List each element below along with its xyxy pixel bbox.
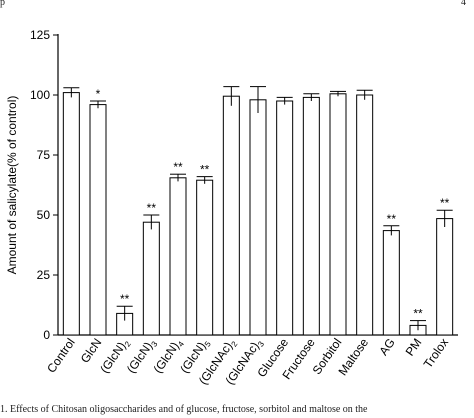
bar (329, 93, 347, 336)
significance-marker: ** (200, 163, 210, 177)
bar (302, 96, 320, 336)
y-tick-label: 0 (43, 328, 50, 342)
significance-marker: * (96, 87, 101, 101)
significance-marker: ** (440, 196, 450, 210)
y-tick-label: 75 (37, 148, 51, 162)
bar (356, 94, 374, 336)
page-number: 4 (461, 0, 466, 8)
significance-marker: ** (120, 292, 130, 306)
y-tick-label: 100 (30, 88, 50, 102)
y-tick-label: 50 (37, 208, 51, 222)
significance-marker: ** (173, 160, 183, 174)
significance-marker: ** (413, 307, 423, 321)
x-tick-label: PM (403, 336, 425, 359)
x-tick-label: GlcN (78, 336, 105, 366)
bar (382, 230, 400, 336)
x-tick-label: AG (376, 336, 397, 358)
x-tick-label: Trolox (421, 336, 451, 371)
header-fragment: p (0, 0, 5, 8)
bar (142, 221, 160, 336)
significance-marker: ** (147, 201, 157, 215)
bar (169, 177, 187, 336)
bar (89, 104, 107, 336)
bar (436, 218, 454, 336)
y-axis-title: Amount of salicylate(% of control) (5, 96, 19, 275)
salicylate-bar-chart: 0 25 50 75 100 125 Amount of salicylate(% of c… (5, 28, 458, 387)
bar (196, 179, 214, 336)
y-tick-label: 125 (30, 28, 50, 42)
bar (276, 100, 294, 336)
y-tick-label: 25 (37, 268, 51, 282)
figure-caption-fragment: 1. Effects of Chitosan oligosaccharides … (0, 404, 368, 415)
significance-marker: ** (387, 212, 397, 226)
bar (62, 92, 80, 336)
bar (249, 99, 267, 336)
bar (222, 95, 240, 336)
